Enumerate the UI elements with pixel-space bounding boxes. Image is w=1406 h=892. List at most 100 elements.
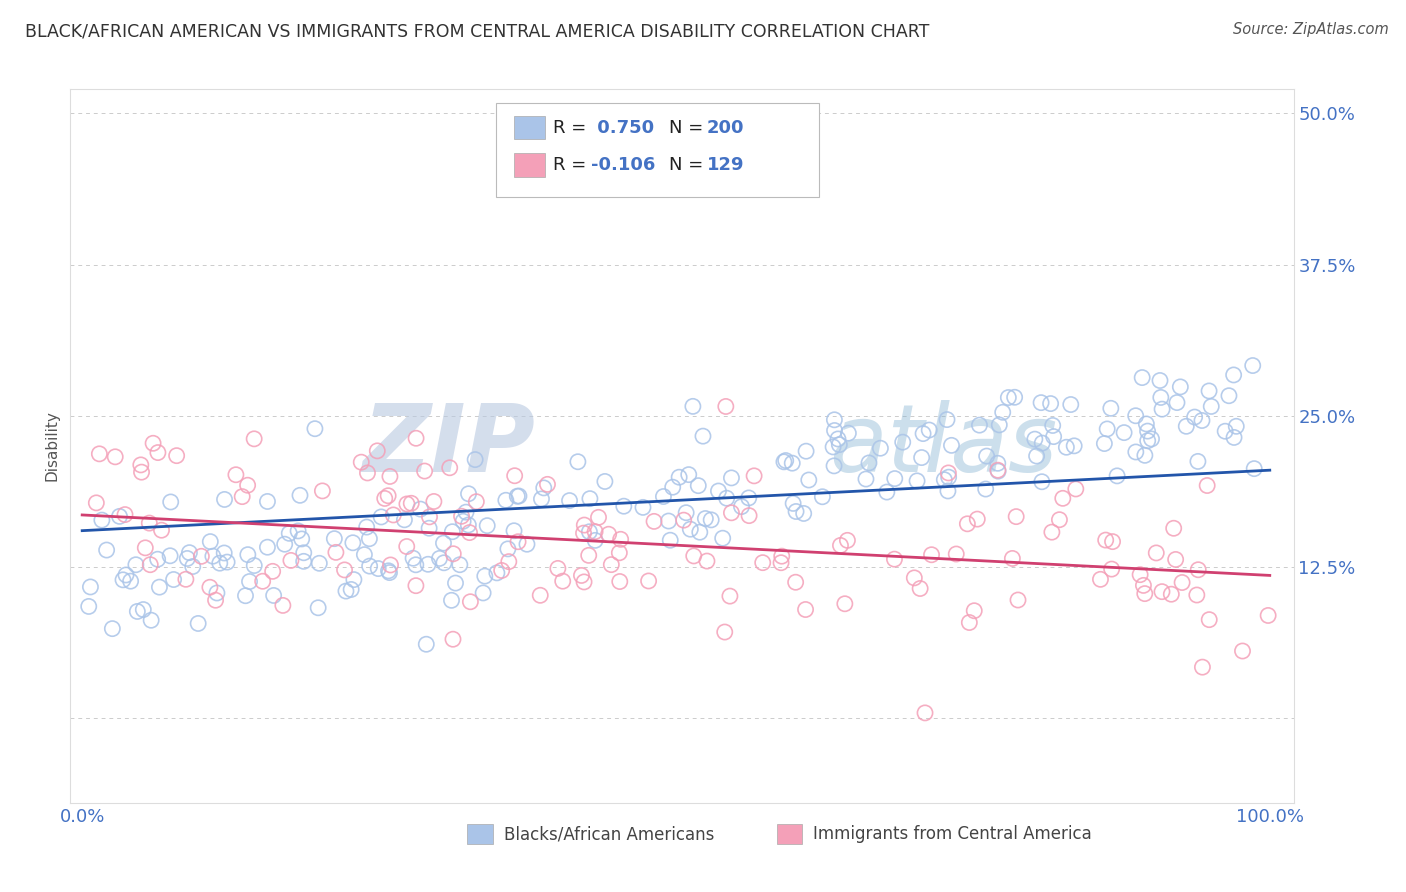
Point xyxy=(342,535,364,549)
Point xyxy=(567,455,589,469)
Point xyxy=(905,474,928,488)
Point xyxy=(495,493,517,508)
Point xyxy=(578,549,600,563)
Point xyxy=(945,547,967,561)
Point xyxy=(571,568,593,582)
Point xyxy=(333,563,356,577)
Point xyxy=(1150,584,1173,599)
Point xyxy=(1031,436,1053,450)
Point xyxy=(914,706,936,720)
Point xyxy=(1257,608,1279,623)
Text: 129: 129 xyxy=(706,156,744,174)
Point xyxy=(508,489,530,503)
Point xyxy=(225,467,247,482)
Point xyxy=(547,561,569,575)
Point xyxy=(243,432,266,446)
Point xyxy=(1049,513,1071,527)
Point xyxy=(1160,587,1182,601)
Text: ZIP: ZIP xyxy=(363,400,536,492)
Point xyxy=(159,495,181,509)
Point xyxy=(696,554,718,568)
Point xyxy=(1197,478,1219,492)
Point xyxy=(208,556,231,570)
Point xyxy=(359,559,381,574)
Point xyxy=(1168,380,1191,394)
Point xyxy=(1166,395,1188,409)
Point xyxy=(198,580,221,594)
Point xyxy=(441,547,464,561)
Point xyxy=(1243,461,1265,475)
Point xyxy=(187,616,209,631)
Point xyxy=(827,432,849,446)
Point xyxy=(1039,396,1062,410)
Point xyxy=(1029,395,1052,409)
Point xyxy=(308,557,330,571)
Point xyxy=(974,482,997,496)
Point xyxy=(652,490,675,504)
Point xyxy=(720,471,742,485)
Point xyxy=(1114,425,1136,440)
Point xyxy=(377,564,399,578)
Point xyxy=(572,574,595,589)
Point xyxy=(217,555,239,569)
Point xyxy=(1107,468,1129,483)
Text: N =: N = xyxy=(669,156,709,174)
Point xyxy=(1175,419,1198,434)
Point xyxy=(204,593,226,607)
Point xyxy=(238,574,260,589)
Point xyxy=(536,477,558,491)
Point xyxy=(262,565,284,579)
Point xyxy=(780,456,803,470)
Point xyxy=(77,599,100,614)
Point xyxy=(256,494,278,508)
Point xyxy=(770,556,793,570)
Point xyxy=(1024,432,1046,446)
Point xyxy=(720,506,742,520)
Point xyxy=(987,464,1010,478)
Point xyxy=(668,470,690,484)
Point xyxy=(129,458,152,472)
Point xyxy=(498,555,520,569)
Point xyxy=(823,413,845,427)
Point xyxy=(142,436,165,450)
Point xyxy=(139,558,162,572)
Point xyxy=(201,549,224,564)
Point xyxy=(356,466,378,480)
Point xyxy=(378,469,401,483)
Point xyxy=(1125,445,1147,459)
Point xyxy=(678,467,700,482)
Point xyxy=(811,490,834,504)
Point xyxy=(190,549,212,564)
Point xyxy=(287,524,309,538)
Point xyxy=(402,551,425,566)
Point xyxy=(837,426,859,441)
Point xyxy=(405,431,427,445)
Point xyxy=(1101,562,1123,576)
Point xyxy=(558,493,581,508)
Point xyxy=(742,468,765,483)
Point xyxy=(912,426,935,441)
Point xyxy=(1187,454,1209,468)
Point xyxy=(134,541,156,555)
Point xyxy=(1095,422,1118,436)
Point xyxy=(794,602,817,616)
Point xyxy=(127,604,149,618)
Point xyxy=(440,593,463,607)
Point xyxy=(593,475,616,489)
Point xyxy=(395,497,418,511)
Point xyxy=(444,576,467,591)
Point xyxy=(607,546,630,560)
Point xyxy=(908,582,931,596)
Point xyxy=(278,526,301,541)
Point xyxy=(682,549,704,563)
Point xyxy=(477,518,499,533)
Point xyxy=(1150,391,1173,405)
Point xyxy=(609,574,631,589)
Point xyxy=(1198,613,1220,627)
Point xyxy=(1094,533,1116,547)
Point xyxy=(707,483,730,498)
Point xyxy=(409,502,432,516)
Point xyxy=(382,508,405,522)
Point xyxy=(343,573,366,587)
Point xyxy=(323,532,346,546)
